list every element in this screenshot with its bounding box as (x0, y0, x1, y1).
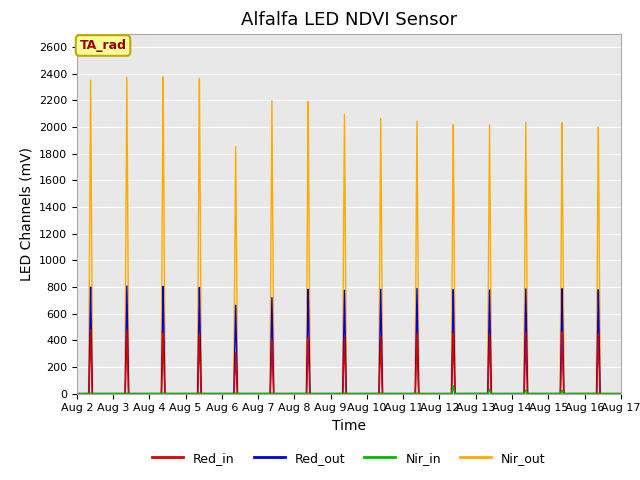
Red_in (506, 391, 513, 396)
Text: TA_rad: TA_rad (79, 39, 127, 52)
Nir_in (100, 391, 108, 396)
Red_in (419, 391, 426, 396)
Nir_out (476, 391, 484, 396)
Line: Nir_out: Nir_out (77, 77, 621, 394)
Red_out (506, 391, 513, 396)
Nir_out (395, 391, 403, 396)
Red_in (395, 391, 403, 396)
Line: Red_out: Red_out (77, 286, 621, 394)
Nir_in (617, 391, 625, 396)
Red_out (270, 391, 278, 396)
Red_out (73, 391, 81, 396)
Line: Nir_in: Nir_in (77, 386, 621, 394)
Nir_out (419, 391, 426, 396)
Nir_out (617, 391, 625, 396)
Red_out (100, 391, 108, 396)
Red_out (395, 391, 403, 396)
Legend: Red_in, Red_out, Nir_in, Nir_out: Red_in, Red_out, Nir_in, Nir_out (147, 447, 550, 469)
Y-axis label: LED Channels (mV): LED Channels (mV) (19, 146, 33, 281)
Nir_in (506, 391, 513, 396)
Line: Red_in: Red_in (77, 329, 621, 394)
Red_in (87, 326, 95, 332)
Nir_in (449, 383, 457, 389)
Nir_out (73, 391, 81, 396)
Nir_in (395, 391, 403, 396)
Nir_out (506, 391, 513, 396)
Red_in (100, 391, 108, 396)
Red_out (617, 391, 625, 396)
Red_out (123, 283, 131, 289)
Red_in (476, 391, 484, 396)
Red_out (419, 391, 426, 396)
Nir_in (476, 391, 484, 396)
Nir_in (73, 391, 81, 396)
Red_in (73, 391, 81, 396)
Nir_out (159, 74, 167, 80)
Nir_out (270, 378, 278, 384)
Nir_in (270, 391, 278, 396)
Red_in (270, 391, 278, 396)
Red_out (476, 391, 484, 396)
Nir_out (100, 391, 108, 396)
Title: Alfalfa LED NDVI Sensor: Alfalfa LED NDVI Sensor (241, 11, 457, 29)
Red_in (617, 391, 625, 396)
X-axis label: Time: Time (332, 419, 366, 433)
Nir_in (419, 391, 426, 396)
